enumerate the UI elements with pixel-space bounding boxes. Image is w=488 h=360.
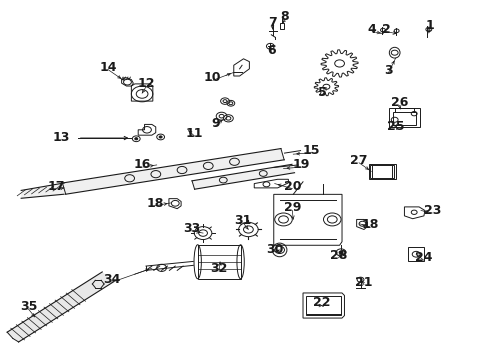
Text: 4: 4 (367, 23, 376, 36)
Circle shape (135, 138, 138, 140)
Text: 13: 13 (53, 131, 70, 144)
Text: 5: 5 (318, 86, 326, 99)
Text: 30: 30 (265, 243, 283, 256)
Bar (407, 247, 423, 261)
Text: 23: 23 (423, 204, 440, 217)
Polygon shape (7, 272, 114, 342)
Text: 18: 18 (146, 197, 163, 210)
Text: 33: 33 (183, 222, 200, 235)
Text: 3: 3 (383, 64, 392, 77)
Text: 31: 31 (234, 214, 251, 227)
Polygon shape (21, 183, 64, 198)
Text: 21: 21 (354, 276, 372, 289)
Bar (306, 296, 340, 315)
Text: 11: 11 (185, 127, 203, 140)
Text: 26: 26 (390, 96, 407, 109)
Text: 22: 22 (312, 296, 329, 309)
Text: 10: 10 (203, 71, 221, 84)
Text: 34: 34 (103, 273, 121, 286)
Text: 27: 27 (349, 154, 367, 167)
Polygon shape (321, 50, 357, 77)
Polygon shape (62, 149, 284, 194)
Bar (392, 112, 415, 125)
Text: 20: 20 (283, 180, 301, 193)
Bar (388, 108, 419, 127)
Text: 28: 28 (329, 249, 346, 262)
Text: 24: 24 (414, 251, 432, 264)
Text: 2: 2 (381, 23, 389, 36)
Text: 1: 1 (425, 19, 433, 32)
Circle shape (338, 251, 342, 254)
Text: 7: 7 (267, 16, 276, 29)
Text: 35: 35 (20, 300, 37, 313)
Text: 9: 9 (210, 117, 219, 130)
Text: 8: 8 (280, 10, 289, 23)
Text: 25: 25 (386, 120, 404, 133)
Text: 12: 12 (137, 77, 154, 90)
Polygon shape (314, 78, 338, 96)
Bar (369, 165, 393, 178)
Text: 15: 15 (303, 144, 320, 157)
Text: 14: 14 (99, 60, 117, 73)
Text: 17: 17 (48, 180, 65, 193)
Text: 18: 18 (361, 218, 378, 231)
Text: 29: 29 (283, 202, 300, 215)
Circle shape (159, 136, 162, 138)
Polygon shape (192, 164, 294, 189)
Text: 19: 19 (292, 158, 309, 171)
Text: 16: 16 (134, 158, 151, 171)
Text: 6: 6 (266, 44, 275, 57)
Text: 32: 32 (210, 262, 227, 275)
